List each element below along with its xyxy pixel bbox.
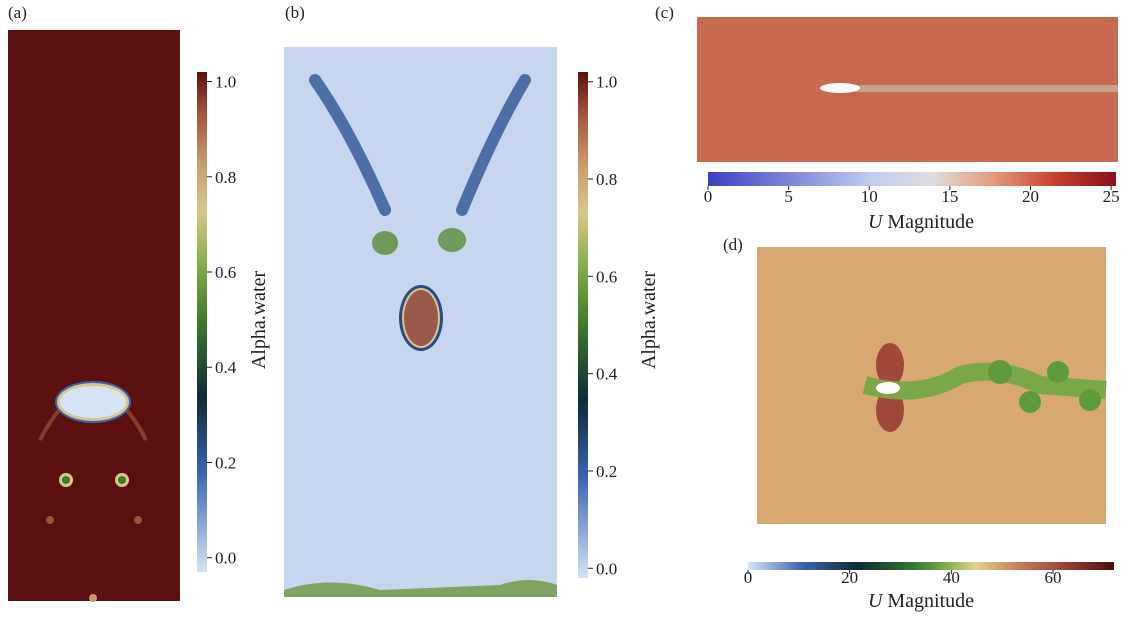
colorbar-title: Alpha.water xyxy=(638,271,660,370)
tick-label: 20 xyxy=(1022,187,1039,206)
tick-label: 60 xyxy=(1045,568,1062,587)
tick-label: 15 xyxy=(941,187,958,206)
image-d xyxy=(757,247,1106,524)
tick-label: 20 xyxy=(841,568,858,587)
image-a xyxy=(8,30,180,602)
colorbar xyxy=(578,72,588,578)
tick-label: 25 xyxy=(1103,187,1120,206)
panel-label: (d) xyxy=(723,235,743,254)
tick-label: 0.2 xyxy=(215,453,236,472)
colorbar xyxy=(708,172,1116,186)
tick-label: 0 xyxy=(744,568,753,587)
image-c xyxy=(697,17,1118,162)
panel-label: (a) xyxy=(8,3,27,22)
tick-label: 0.2 xyxy=(596,462,617,481)
tick-label: 1.0 xyxy=(215,73,236,92)
tick-label: 0 xyxy=(704,187,713,206)
image-b xyxy=(284,47,557,597)
colorbar-title: Alpha.water xyxy=(248,271,270,370)
tick-label: 40 xyxy=(943,568,960,587)
title-text: Magnitude xyxy=(887,211,974,233)
tick-label: 1.0 xyxy=(596,73,617,92)
tick-label: 0.0 xyxy=(596,559,617,578)
colorbar xyxy=(197,72,207,572)
tick-label: 0.8 xyxy=(596,170,617,189)
tick-label: 0.8 xyxy=(215,168,236,187)
colorbar-title: U Magnitude xyxy=(868,211,974,233)
tick-label: 0.4 xyxy=(215,358,237,377)
tick-label: 0.6 xyxy=(215,263,236,282)
tick-label: 0.0 xyxy=(215,549,236,568)
tick-label: 5 xyxy=(784,187,793,206)
panel-label: (c) xyxy=(655,3,674,22)
tick-label: 0.6 xyxy=(596,267,617,286)
title-text: Magnitude xyxy=(887,590,974,612)
tick-label: 10 xyxy=(861,187,878,206)
colorbar-title: U Magnitude xyxy=(868,590,974,612)
panel-label: (b) xyxy=(285,3,305,22)
tick-label: 0.4 xyxy=(596,365,618,384)
figure: (a) 0.0 0.2 0.4 0.6 0.8 1.0 Alpha.water (b) 0.0 0.… xyxy=(0,0,1126,621)
